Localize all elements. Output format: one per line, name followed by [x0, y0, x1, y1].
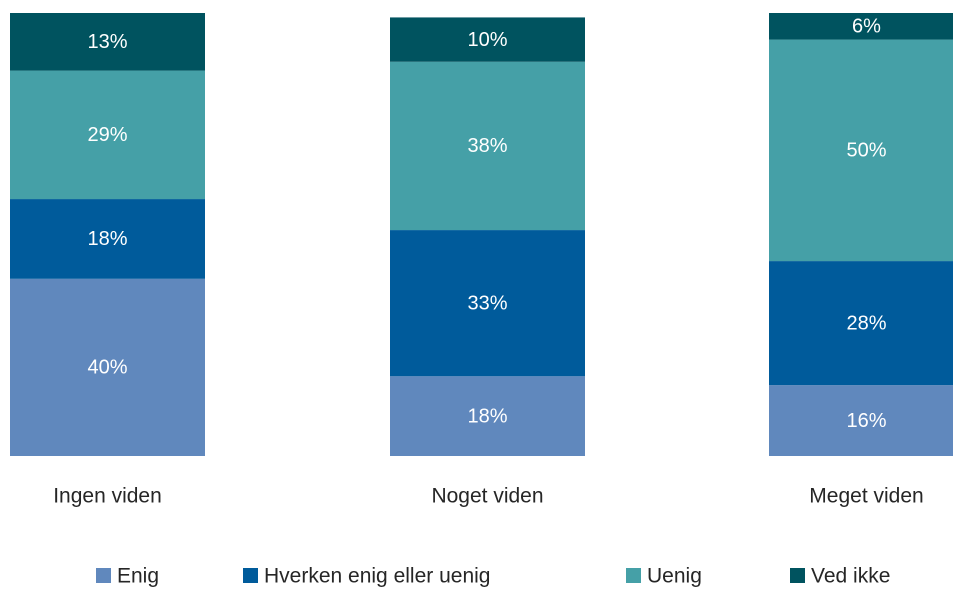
bar-segment	[390, 376, 585, 456]
legend-label: Enig	[117, 565, 159, 588]
bar-segment	[10, 199, 205, 279]
value-label: 33%	[467, 292, 507, 314]
value-label: 38%	[467, 135, 507, 157]
legend-swatch	[96, 568, 111, 583]
value-label: 10%	[467, 29, 507, 51]
value-label: 6%	[852, 16, 881, 38]
value-label: 29%	[87, 124, 127, 146]
legend-swatch	[790, 568, 805, 583]
value-label: 28%	[846, 312, 886, 334]
value-label: 50%	[846, 140, 886, 162]
legend-swatch	[243, 568, 258, 583]
value-label: 13%	[87, 31, 127, 53]
x-tick-label: Noget viden	[431, 485, 543, 508]
bar-segment	[390, 17, 585, 62]
bar-segment	[10, 13, 205, 71]
legend-label: Uenig	[647, 565, 702, 588]
x-tick-label: Meget viden	[809, 485, 923, 508]
bar-segment	[10, 70, 205, 200]
x-tick-label: Ingen viden	[53, 485, 162, 508]
bar-segment	[769, 385, 953, 456]
bar-segment	[10, 278, 205, 456]
value-label: 40%	[87, 357, 127, 379]
value-label: 16%	[846, 410, 886, 432]
bar-segment	[769, 13, 953, 40]
value-label: 18%	[87, 228, 127, 250]
legend-label: Hverken enig eller uenig	[264, 565, 490, 588]
bar-segment	[390, 61, 585, 231]
value-label: 18%	[467, 405, 507, 427]
legend-swatch	[626, 568, 641, 583]
legend-label: Ved ikke	[811, 565, 890, 588]
bar-segment	[769, 261, 953, 386]
bar-segment	[769, 39, 953, 262]
bar-segment	[390, 230, 585, 377]
